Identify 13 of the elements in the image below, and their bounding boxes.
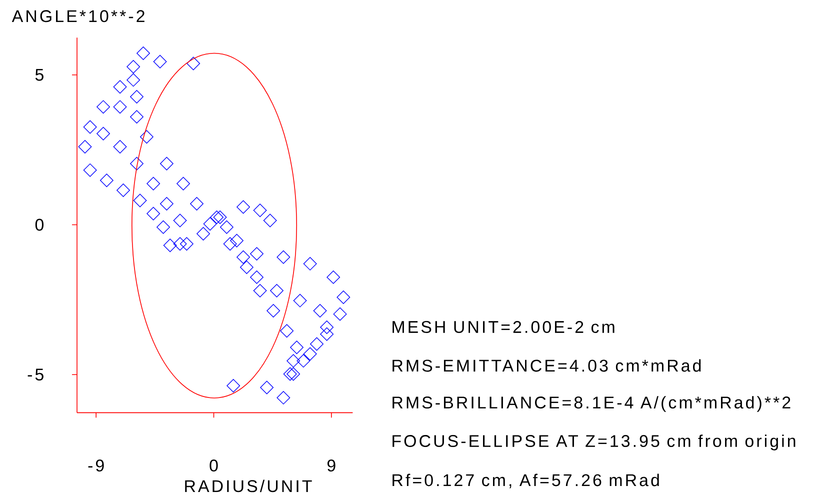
text: RMS-EMITTANCE=4.03 cm*mRad	[392, 359, 701, 372]
y-tick-label: 0	[35, 218, 44, 231]
x-tick-label: -9	[88, 460, 104, 472]
x-axis-title: RADIUS/UNIT	[185, 480, 312, 492]
y-axis-title: ANGLE*10**-2	[12, 10, 144, 22]
x-tick-label: 0	[210, 460, 218, 472]
y-tick-label: -5	[28, 368, 44, 381]
x-tick-label: 9	[327, 460, 336, 472]
text: Rf=0.127 cm, Af=57.26 mRad	[392, 474, 659, 488]
text: MESH UNIT=2.00E-2 cm	[392, 320, 614, 333]
y-tick-label: 5	[35, 68, 44, 81]
text: RMS-BRILLIANCE=8.1E-4 A/(cm*mRad)**2	[392, 396, 790, 412]
text: FOCUS-ELLIPSE AT Z=13.95 cm from origin	[392, 434, 796, 450]
